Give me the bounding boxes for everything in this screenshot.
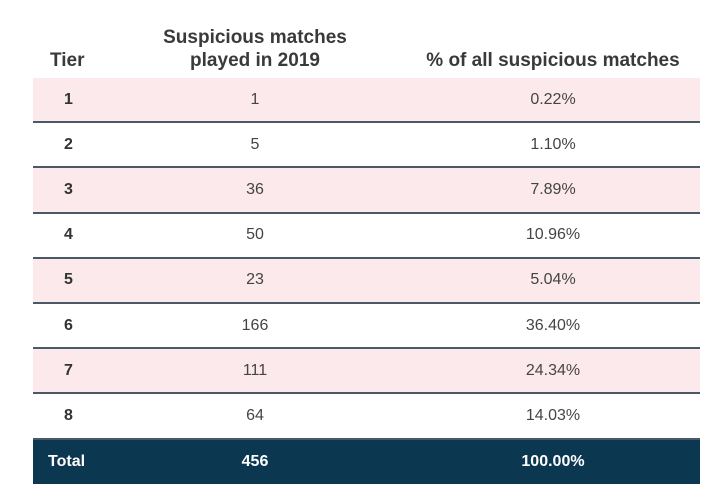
header-cell: Suspicious matches played in 2019 <box>163 27 347 71</box>
table-row <box>33 123 700 169</box>
table-cell: 6 <box>64 316 73 334</box>
table-cell: 23 <box>246 271 264 289</box>
table-row <box>33 168 700 214</box>
table-cell: 10.96% <box>525 226 581 244</box>
table-cell: 111 <box>242 361 268 379</box>
total-cell: 100.00% <box>521 452 585 470</box>
table-cell: 64 <box>246 406 264 424</box>
table-row <box>33 78 700 124</box>
table-cell: 5.04% <box>530 271 576 289</box>
table-cell: 7 <box>64 361 73 379</box>
table-cell: 8 <box>64 406 73 424</box>
table-cell: 2 <box>64 135 73 153</box>
table-cell: 36.40% <box>525 316 581 334</box>
table-cell: 5 <box>250 135 260 153</box>
table-cell: 7.89% <box>530 180 576 198</box>
table-row <box>33 394 700 440</box>
table-cell: 166 <box>241 316 269 334</box>
table-cell: 36 <box>246 180 264 198</box>
table-cell: 50 <box>246 226 264 244</box>
table-cell: 0.22% <box>530 90 576 108</box>
table-cell: 4 <box>64 226 73 244</box>
header-cell: Tier <box>50 50 85 71</box>
table-cell: 24.34% <box>525 361 581 379</box>
table-cell: 1 <box>250 90 260 108</box>
table-cell: 3 <box>64 180 73 198</box>
total-cell: Total <box>48 452 86 470</box>
table-cell: 14.03% <box>525 406 581 424</box>
table-cell: 1 <box>64 90 73 108</box>
table-row <box>33 258 700 304</box>
table-cell: 5 <box>64 271 73 289</box>
total-cell: 456 <box>241 452 269 470</box>
table-cell: 1.10% <box>530 135 576 153</box>
table-row <box>33 304 700 350</box>
total-row <box>33 439 700 484</box>
table-row <box>33 214 700 259</box>
table-row <box>33 349 700 395</box>
header-cell: % of all suspicious matches <box>426 50 680 71</box>
